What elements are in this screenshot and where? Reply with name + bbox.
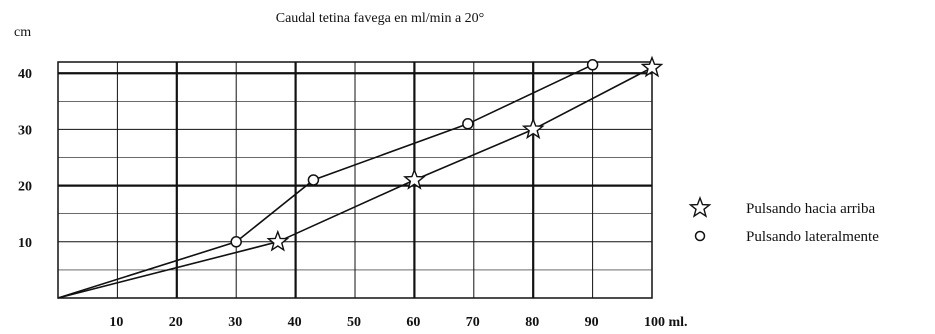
x-tick-label-60: 60 <box>406 315 420 330</box>
x-tick-label-50: 50 <box>347 315 361 330</box>
x-tick-label-100: 100 ml. <box>644 315 688 330</box>
series-1-point-2 <box>403 168 426 190</box>
series-layer <box>57 55 664 299</box>
y-tick-label-10: 10 <box>18 236 32 251</box>
x-tick-label-20: 20 <box>169 315 183 330</box>
x-tick-label-90: 90 <box>585 315 599 330</box>
legend-star-icon <box>688 196 712 218</box>
x-tick-label-40: 40 <box>288 315 302 330</box>
legend: Pulsando hacia arriba Pulsando lateralmen… <box>688 196 879 245</box>
grid <box>57 61 653 299</box>
legend-circle-icon <box>694 230 706 242</box>
legend-label-1: Pulsando hacia arriba <box>746 201 875 217</box>
series-1-point-1 <box>266 229 290 252</box>
series-2-point-3 <box>462 118 474 130</box>
series-1-point-4 <box>640 55 664 78</box>
series-2-point-4 <box>586 59 599 71</box>
y-tick-label-20: 20 <box>18 180 32 195</box>
y-tick-label-40: 40 <box>18 67 32 82</box>
series-2-point-1 <box>230 236 242 248</box>
series-line-2 <box>57 64 593 299</box>
series-2-point-2 <box>307 174 320 186</box>
x-tick-label-80: 80 <box>525 315 539 330</box>
x-tick-label-10: 10 <box>109 315 123 330</box>
x-tick-labels: 10 20 30 40 50 60 70 80 90 100 ml. <box>109 315 687 330</box>
y-tick-label-30: 30 <box>18 123 32 138</box>
x-tick-label-30: 30 <box>228 315 242 330</box>
legend-label-2: Pulsando lateralmente <box>746 229 879 245</box>
x-tick-label-70: 70 <box>466 315 480 330</box>
series-1-point-3 <box>521 117 545 140</box>
chart-title: Caudal tetina favega en ml/min a 20° <box>276 11 485 26</box>
y-tick-labels: 10 20 30 40 <box>18 67 32 251</box>
y-axis-label: cm <box>14 25 31 40</box>
